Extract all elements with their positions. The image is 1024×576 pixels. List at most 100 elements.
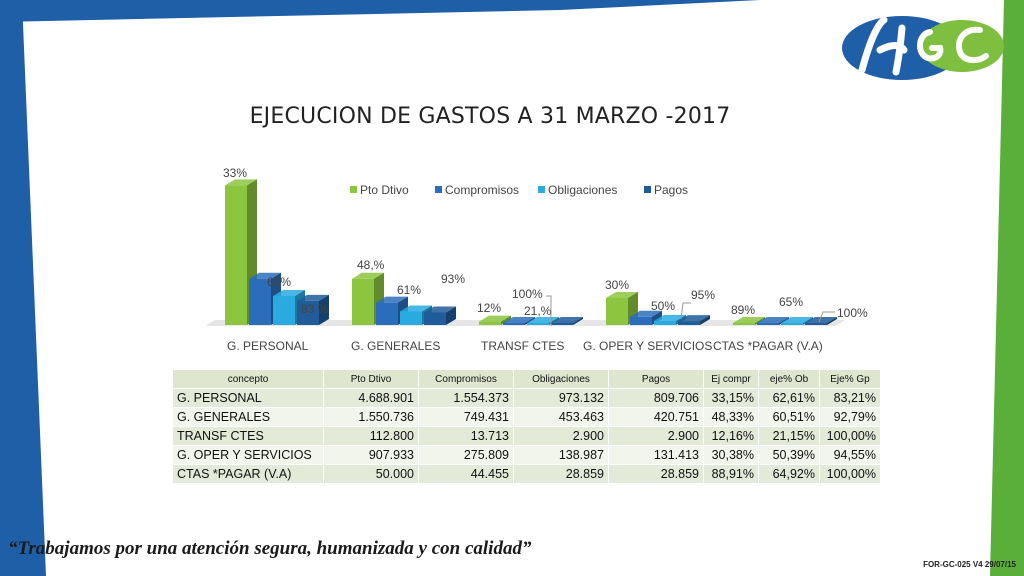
data-label: 12% (477, 301, 501, 315)
table-cell: 100,00% (819, 464, 881, 484)
data-label: 48,% (357, 258, 385, 272)
table-cell: 13.713 (418, 426, 514, 446)
table-row: G. GENERALES 1.550.736 749.431 453.463 4… (172, 407, 881, 427)
bar-side (573, 317, 583, 325)
table-cell: 2.900 (608, 426, 704, 446)
leader-line (680, 302, 691, 320)
right-green-band (990, 0, 1024, 576)
data-label: 65% (779, 295, 803, 309)
table-cell: 100,00% (819, 426, 881, 446)
table-cell: 453.463 (513, 407, 609, 427)
bar (551, 323, 573, 325)
table-cell: 28.859 (608, 464, 704, 484)
data-label: 33% (223, 166, 247, 180)
table-cell: G. OPER Y SERVICIOS (172, 445, 324, 465)
left-blue-band (0, 0, 46, 576)
table-row: G. OPER Y SERVICIOS 907.933 275.809 138.… (172, 445, 881, 465)
data-label: 100% (512, 287, 543, 301)
bar (424, 312, 446, 325)
category-label: G. PERSONAL (227, 339, 309, 353)
table-cell: 44.455 (418, 464, 514, 484)
table-cell: 907.933 (323, 445, 419, 465)
bar-top (273, 290, 305, 297)
table-cell: 131.413 (608, 445, 704, 465)
data-label: 89% (731, 303, 755, 317)
table-cell: 275.809 (418, 445, 514, 465)
slogan: “Trabajamos por una atención segura, hum… (8, 538, 532, 559)
bar-side (501, 315, 511, 325)
col-header-ej-compr: Ej compr (703, 369, 759, 389)
bar-chart: G. PERSONAL G. GENERALES TRANSF CTES G. OPE… (205, 166, 868, 353)
bar (273, 296, 295, 325)
table-cell: 1.554.373 (418, 388, 514, 408)
col-header-pto-dtivo: Pto Dtivo (323, 369, 419, 389)
bar (225, 185, 247, 325)
table-cell: 749.431 (418, 407, 514, 427)
bar (297, 300, 319, 325)
table-cell: 60,51% (758, 407, 820, 427)
col-header-eje-ob: eje% Ob (758, 369, 820, 389)
bar-top (503, 317, 535, 323)
leader-line (546, 295, 552, 326)
table-cell: 94,55% (819, 445, 881, 465)
data-label: 30% (605, 278, 629, 292)
table-cell: G. GENERALES (172, 407, 324, 427)
bar-top (479, 315, 511, 322)
legend-label: Pagos (654, 183, 688, 197)
bar (805, 323, 827, 325)
bar (376, 302, 398, 325)
col-header-obligaciones: Obligaciones (513, 369, 609, 389)
table-cell: 88,91% (703, 464, 759, 484)
table-cell: 64,92% (758, 464, 820, 484)
table-cell: 33,15% (703, 388, 759, 408)
table-cell: 420.751 (608, 407, 704, 427)
category-label: CTAS *PAGAR (V.A) (713, 339, 823, 353)
data-label: 100% (837, 306, 868, 320)
leader-line (818, 311, 835, 323)
table-cell: 112.800 (323, 426, 419, 446)
slide-title: EJECUCION DE GASTOS A 31 MARZO -2017 (249, 104, 731, 129)
table-cell: 21,15% (758, 426, 820, 446)
category-label: G. GENERALES (351, 339, 440, 353)
col-header-eje-gp: Eje% Gp (819, 369, 881, 389)
legend-swatch (435, 186, 442, 193)
table-cell: 809.706 (608, 388, 704, 408)
bar (479, 321, 501, 325)
bar-top (757, 317, 789, 323)
logo-letter-h (858, 16, 908, 76)
table-cell: 1.550.736 (323, 407, 419, 427)
bar-side (827, 317, 837, 325)
table-cell: 92,79% (819, 407, 881, 427)
table-row: CTAS *PAGAR (V.A) 50.000 44.455 28.859 2… (172, 464, 881, 484)
table-header-row: concepto Pto Dtivo Compromisos Obligacio… (172, 369, 881, 389)
table-row: G. PERSONAL 4.688.901 1.554.373 973.132 … (172, 388, 881, 408)
table-cell: 50,39% (758, 445, 820, 465)
bar (654, 320, 676, 325)
bar-top (606, 291, 638, 298)
legend-swatch (538, 186, 545, 193)
col-header-compromisos: Compromisos (418, 369, 514, 389)
bar-top (297, 294, 329, 301)
top-blue-band (0, 0, 760, 22)
bar (630, 316, 652, 325)
data-label: 61% (397, 283, 421, 297)
bar-top (781, 317, 813, 323)
col-header-pagos: Pagos (608, 369, 704, 389)
bar (606, 297, 628, 325)
legend-label: Obligaciones (548, 183, 617, 197)
bar (503, 323, 525, 325)
legend-label: Pto Dtivo (360, 183, 409, 197)
data-label: 50% (651, 299, 675, 313)
bar-top (733, 317, 765, 323)
table-cell: 83,21% (819, 388, 881, 408)
table-cell: 2.900 (513, 426, 609, 446)
col-header-concepto: concepto (172, 369, 324, 389)
bar-top (249, 272, 281, 279)
category-label: G. OPER Y SERVICIOS (583, 339, 712, 353)
bar-top (400, 305, 432, 312)
bar-side (319, 294, 329, 325)
bar (733, 323, 755, 325)
table-cell: G. PERSONAL (172, 388, 324, 408)
hospital-logo (842, 16, 1004, 80)
data-label: 93% (441, 272, 465, 286)
